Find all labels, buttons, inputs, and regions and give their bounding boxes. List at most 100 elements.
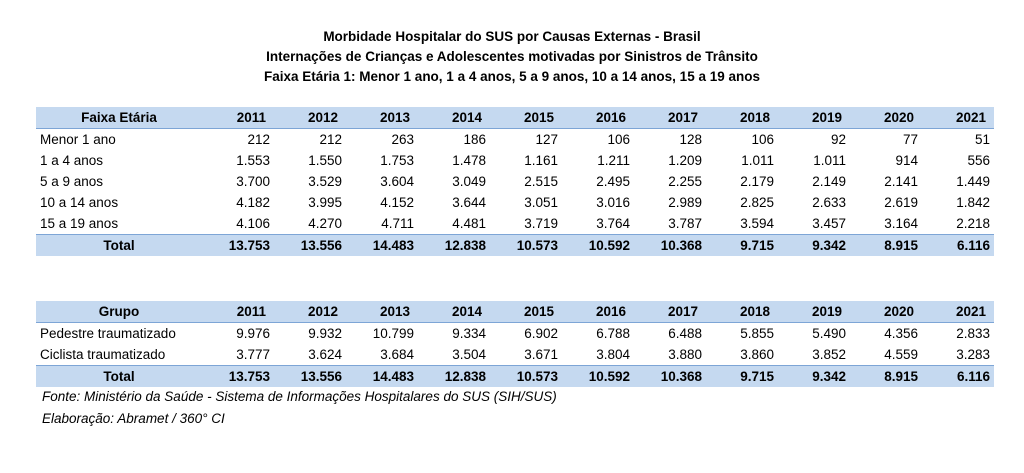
cell-value: 4.106: [236, 216, 270, 231]
age-group-table: Faixa Etária 2011 2012 2013 2014 2015 2016 2017…: [36, 107, 994, 256]
total-value: 9.715: [706, 365, 778, 387]
total-value: 9.342: [778, 234, 850, 256]
table-row: 15 a 19 anos 4.106 4.270 4.711 4.481 3.719 3.7…: [36, 213, 994, 235]
header-row: Faixa Etária 2011 2012 2013 2014 2015 2016 2017…: [36, 107, 994, 129]
cell-value: 5.855: [740, 326, 774, 341]
cell-value: 3.283: [956, 347, 990, 362]
row-label: Pedestre traumatizado: [40, 326, 176, 341]
cell-value: 914: [895, 153, 918, 168]
header-row: Grupo 2011 2012 2013 2014 2015 2016 2017 2018 201…: [36, 301, 994, 323]
column-header-year: 2020: [850, 107, 922, 129]
column-header-year: 2018: [706, 301, 778, 323]
table-row: 5 a 9 anos 3.700 3.529 3.604 3.049 2.515 2.495…: [36, 171, 994, 192]
table-row: Pedestre traumatizado 9.976 9.932 10.799 9.3…: [36, 323, 994, 345]
cell-value: 4.152: [380, 195, 414, 210]
column-header-label: Grupo: [36, 301, 202, 323]
table-row: 1 a 4 anos 1.553 1.550 1.753 1.478 1.161 1.211…: [36, 150, 994, 171]
row-label: Menor 1 ano: [40, 132, 116, 147]
cell-value: 3.852: [812, 347, 846, 362]
total-value: 13.556: [274, 234, 346, 256]
total-value: 13.753: [202, 365, 274, 387]
cell-value: 3.051: [524, 195, 558, 210]
total-value: 12.838: [418, 365, 490, 387]
title-line-3: Faixa Etária 1: Menor 1 ano, 1 a 4 anos,…: [264, 69, 760, 84]
cell-value: 1.449: [956, 174, 990, 189]
total-value: 6.116: [922, 365, 994, 387]
total-value: 10.573: [490, 234, 562, 256]
total-value: 9.715: [706, 234, 778, 256]
row-label: 15 a 19 anos: [40, 216, 119, 231]
cell-value: 1.753: [380, 153, 414, 168]
cell-value: 2.495: [596, 174, 630, 189]
total-row: Total 13.753 13.556 14.483 12.838 10.573 10.59…: [36, 234, 994, 256]
total-value: 14.483: [346, 365, 418, 387]
column-header-year: 2015: [490, 301, 562, 323]
cell-value: 3.604: [380, 174, 414, 189]
cell-value: 1.550: [308, 153, 342, 168]
total-value: 10.368: [634, 234, 706, 256]
column-header-year: 2019: [778, 301, 850, 323]
total-value: 12.838: [418, 234, 490, 256]
total-value: 10.592: [562, 234, 634, 256]
table-row: Menor 1 ano 212 212 263 186 127 106 128 106 92 77 5…: [36, 129, 994, 151]
cell-value: 9.334: [452, 326, 486, 341]
cell-value: 3.777: [236, 347, 270, 362]
credit-note: Elaboração: Abramet / 360° CI: [42, 411, 225, 426]
column-header-year: 2021: [922, 301, 994, 323]
cell-value: 128: [679, 132, 702, 147]
cell-value: 1.161: [524, 153, 558, 168]
cell-value: 3.529: [308, 174, 342, 189]
column-header-year: 2013: [346, 301, 418, 323]
cell-value: 1.842: [956, 195, 990, 210]
column-header-year: 2014: [418, 301, 490, 323]
total-value: 8.915: [850, 234, 922, 256]
column-header-year: 2014: [418, 107, 490, 129]
cell-value: 556: [967, 153, 990, 168]
cell-value: 3.700: [236, 174, 270, 189]
column-header-year: 2011: [202, 107, 274, 129]
column-header-year: 2015: [490, 107, 562, 129]
cell-value: 2.141: [884, 174, 918, 189]
cell-value: 3.016: [596, 195, 630, 210]
row-label: 5 a 9 anos: [40, 174, 104, 189]
cell-value: 3.719: [524, 216, 558, 231]
cell-value: 5.490: [812, 326, 846, 341]
cell-value: 4.356: [884, 326, 918, 341]
cell-value: 9.932: [308, 326, 342, 341]
column-header-year: 2016: [562, 301, 634, 323]
title-line-2: Internações de Crianças e Adolescentes m…: [266, 49, 758, 64]
cell-value: 263: [391, 132, 414, 147]
column-header-year: 2013: [346, 107, 418, 129]
title-line-1: Morbidade Hospitalar do SUS por Causas E…: [323, 29, 701, 44]
cell-value: 1.211: [597, 153, 630, 168]
cell-value: 3.504: [452, 347, 486, 362]
column-header-year: 2021: [922, 107, 994, 129]
cell-value: 212: [247, 132, 270, 147]
cell-value: 212: [319, 132, 342, 147]
cell-value: 4.559: [884, 347, 918, 362]
total-row: Total 13.753 13.556 14.483 12.838 10.573 10.59…: [36, 365, 994, 387]
cell-value: 3.995: [308, 195, 342, 210]
cell-value: 2.989: [668, 195, 702, 210]
total-value: 10.368: [634, 365, 706, 387]
total-label: Total: [36, 365, 202, 387]
cell-value: 9.976: [236, 326, 270, 341]
total-value: 6.116: [922, 234, 994, 256]
cell-value: 3.764: [596, 216, 630, 231]
row-label: 1 a 4 anos: [40, 153, 104, 168]
total-value: 10.592: [562, 365, 634, 387]
source-note: Fonte: Ministério da Saúde - Sistema de …: [42, 389, 557, 404]
cell-value: 10.799: [372, 326, 414, 341]
cell-value: 3.594: [740, 216, 774, 231]
cell-value: 3.860: [740, 347, 774, 362]
total-value: 14.483: [346, 234, 418, 256]
cell-value: 3.787: [668, 216, 702, 231]
cell-value: 3.164: [884, 216, 918, 231]
cell-value: 186: [463, 132, 486, 147]
report-titles: Morbidade Hospitalar do SUS por Causas E…: [0, 27, 1024, 87]
cell-value: 6.488: [668, 326, 702, 341]
cell-value: 3.880: [668, 347, 702, 362]
cell-value: 106: [607, 132, 630, 147]
victim-group-table: Grupo 2011 2012 2013 2014 2015 2016 2017 2018 201…: [36, 301, 994, 387]
column-header-year: 2020: [850, 301, 922, 323]
